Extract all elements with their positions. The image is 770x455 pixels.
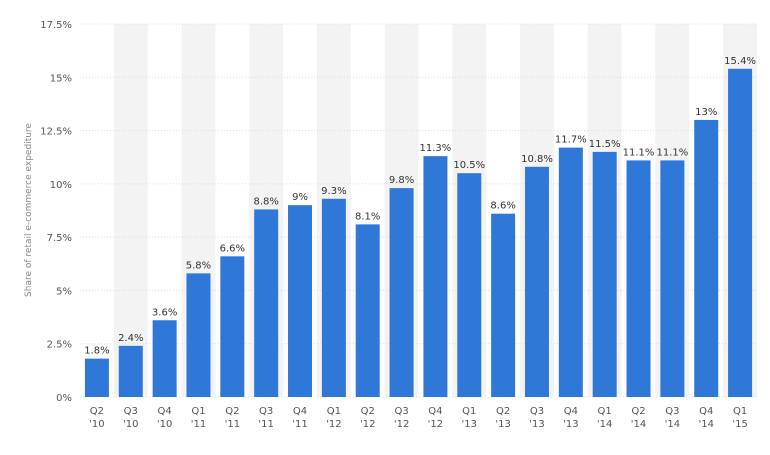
y-tick-label: 10% — [50, 180, 72, 191]
y-axis-ticks: 0% 2.5% 5% 7.5% 10% 12.5% 15% 17.5% — [40, 20, 72, 404]
bar — [355, 224, 380, 397]
x-tick-label: Q2 — [631, 406, 645, 417]
x-tick-label: Q4 — [564, 406, 578, 417]
data-label: 8.8% — [253, 196, 278, 207]
x-tick-label: Q1 — [733, 406, 747, 417]
bar — [491, 213, 516, 397]
data-label: 2.4% — [118, 333, 143, 344]
data-label: 1.8% — [84, 346, 109, 357]
x-tick-label: Q2 — [225, 406, 239, 417]
x-tick-label: '11 — [191, 419, 206, 430]
x-tick-label: Q2 — [90, 406, 104, 417]
data-label: 8.6% — [490, 201, 515, 212]
data-label: 11.5% — [589, 139, 621, 150]
y-tick-label: 5% — [56, 286, 72, 297]
x-tick-label: Q3 — [259, 406, 273, 417]
x-tick-label: '12 — [394, 419, 409, 430]
x-tick-label: Q3 — [530, 406, 544, 417]
bar — [220, 256, 245, 397]
x-tick-label: Q1 — [327, 406, 341, 417]
x-tick-label: Q2 — [496, 406, 510, 417]
bar — [592, 151, 617, 397]
x-tick-label: Q4 — [699, 406, 713, 417]
x-tick-label: '14 — [698, 419, 713, 430]
data-label: 3.6% — [152, 307, 177, 318]
bar — [423, 156, 448, 397]
x-tick-label: Q1 — [598, 406, 612, 417]
bar — [152, 320, 177, 397]
data-label: 8.1% — [355, 211, 380, 222]
x-tick-label: '10 — [157, 419, 172, 430]
bar — [694, 119, 719, 398]
x-tick-label: '13 — [563, 419, 578, 430]
data-labels: 1.8% 2.4% 3.6% 5.8% 6.6% 8.8% 9% 9.3% 8.1% 9.8% 11… — [84, 56, 756, 357]
bars — [84, 68, 753, 398]
x-tick-label: Q3 — [665, 406, 679, 417]
bar — [626, 160, 651, 397]
x-tick-label: Q1 — [191, 406, 205, 417]
x-tick-label: '11 — [225, 419, 240, 430]
bar — [660, 160, 685, 397]
bar — [524, 166, 549, 397]
bar — [389, 188, 414, 397]
x-tick-label: '13 — [462, 419, 477, 430]
data-label: 9.8% — [389, 175, 414, 186]
data-label: 10.5% — [453, 160, 485, 171]
bar — [558, 147, 583, 397]
data-label: 5.8% — [186, 260, 211, 271]
bar — [118, 345, 143, 397]
bar — [728, 68, 753, 397]
x-tick-label: Q3 — [394, 406, 408, 417]
data-label: 13% — [695, 107, 717, 118]
x-tick-label: '14 — [631, 419, 646, 430]
x-tick-label: '15 — [732, 419, 747, 430]
data-label: 9% — [292, 192, 308, 203]
y-tick-label: 12.5% — [40, 127, 72, 138]
x-tick-label: '10 — [123, 419, 138, 430]
y-tick-label: 2.5% — [47, 340, 72, 351]
x-tick-label: '12 — [360, 419, 375, 430]
bar — [186, 273, 211, 397]
x-tick-label: '13 — [529, 419, 544, 430]
x-tick-label: Q3 — [124, 406, 138, 417]
x-tick-label: Q1 — [462, 406, 476, 417]
data-label: 11.1% — [656, 147, 688, 158]
x-tick-label: '10 — [89, 419, 104, 430]
x-tick-label: '11 — [292, 419, 307, 430]
data-label: 11.1% — [623, 147, 655, 158]
y-tick-label: 0% — [56, 393, 72, 404]
x-tick-label: Q4 — [158, 406, 172, 417]
x-tick-label: '13 — [495, 419, 510, 430]
y-axis-label: Share of retail e-commerce expediture — [24, 123, 34, 297]
bar — [288, 205, 313, 397]
data-label: 11.7% — [555, 135, 587, 146]
bar — [254, 209, 279, 397]
bar — [457, 173, 482, 397]
x-tick-label: '12 — [326, 419, 341, 430]
bar — [84, 358, 109, 397]
y-tick-label: 7.5% — [47, 233, 72, 244]
data-label: 10.8% — [521, 154, 553, 165]
column-band — [113, 24, 148, 397]
data-label: 6.6% — [220, 243, 245, 254]
x-tick-label: '14 — [665, 419, 680, 430]
x-tick-label: Q4 — [428, 406, 442, 417]
x-tick-label: '12 — [428, 419, 443, 430]
y-tick-label: 17.5% — [40, 20, 72, 31]
x-axis-ticks: Q2 '10 Q3 '10 Q4 '10 Q1 '11 Q2 '11 Q3 '11 Q4 '11 Q1 '12… — [89, 406, 748, 430]
x-tick-label: '14 — [597, 419, 612, 430]
x-tick-label: Q2 — [361, 406, 375, 417]
bar — [321, 198, 346, 397]
x-tick-label: '11 — [258, 419, 273, 430]
y-tick-label: 15% — [50, 73, 72, 84]
data-label: 9.3% — [321, 186, 346, 197]
x-tick-label: Q4 — [293, 406, 307, 417]
data-label: 15.4% — [724, 56, 756, 67]
data-label: 11.3% — [420, 143, 452, 154]
